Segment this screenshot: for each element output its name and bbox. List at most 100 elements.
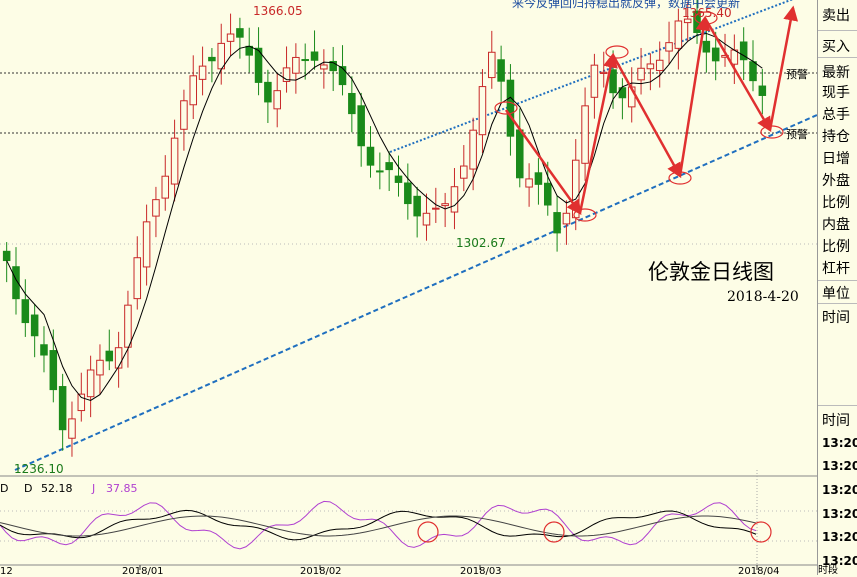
wave-arrow bbox=[768, 5, 799, 131]
kdj-k-line bbox=[0, 509, 757, 541]
time-header: 时间 bbox=[822, 413, 850, 429]
time-row-6: 13:20 bbox=[822, 554, 857, 568]
x-label-right: 时段 bbox=[818, 565, 838, 576]
candle-body bbox=[422, 212, 431, 226]
candle-body bbox=[124, 304, 132, 348]
sidebar-item-inner: 内盘 bbox=[822, 217, 850, 233]
candle-body bbox=[702, 40, 711, 53]
pivot-circle bbox=[694, 11, 718, 25]
candle-body bbox=[609, 69, 617, 94]
candle-body bbox=[180, 100, 188, 130]
candle-body bbox=[2, 250, 11, 262]
candle-body bbox=[432, 207, 440, 210]
high-label-1: 1366.05 bbox=[253, 4, 303, 18]
x-label-left: 12 bbox=[0, 566, 13, 577]
time-row-3: 13:20 bbox=[822, 483, 857, 497]
candle-body bbox=[170, 137, 179, 185]
candle-body bbox=[161, 175, 170, 199]
low-label-1: 1236.10 bbox=[14, 462, 64, 476]
candle-body bbox=[394, 175, 403, 183]
candle-body bbox=[488, 51, 496, 79]
time-row-5: 13:20 bbox=[822, 530, 857, 544]
pivot-circle bbox=[605, 45, 629, 59]
wave-arrow bbox=[504, 109, 582, 216]
sidebar-item-ratio-1: 比例 bbox=[822, 195, 850, 211]
osc-circle bbox=[417, 521, 439, 543]
kdj-d-line bbox=[0, 515, 757, 537]
time-row-1: 13:20 bbox=[822, 436, 857, 450]
wave-arrow bbox=[678, 15, 711, 177]
kdj-oscillator bbox=[0, 500, 772, 550]
candle-body bbox=[68, 418, 76, 439]
candle-body bbox=[711, 47, 720, 62]
candle-body bbox=[506, 79, 515, 137]
candle-body bbox=[40, 344, 48, 356]
osc-circle bbox=[543, 521, 565, 543]
x-label-1: 2018/01 bbox=[122, 566, 164, 577]
time-row-2: 13:20 bbox=[822, 459, 857, 473]
chart-date: 2018-4-20 bbox=[727, 289, 799, 305]
candle-body bbox=[357, 105, 365, 147]
candle-body bbox=[236, 28, 244, 38]
candle-body bbox=[226, 33, 235, 42]
candle-body bbox=[58, 386, 67, 431]
pivot-circle bbox=[760, 125, 784, 139]
candle-body bbox=[12, 266, 20, 300]
x-label-2: 2018/02 bbox=[300, 566, 342, 577]
sidebar-item-sell[interactable]: 卖出 bbox=[822, 8, 850, 24]
candle-body bbox=[21, 299, 30, 324]
sidebar-item-position: 持仓 bbox=[822, 129, 850, 145]
candle-body bbox=[152, 199, 160, 217]
candle-body bbox=[599, 71, 608, 74]
chart-area[interactable] bbox=[0, 0, 817, 575]
candle-body bbox=[497, 59, 505, 82]
low-label-2: 1302.67 bbox=[456, 236, 506, 250]
candle-body bbox=[590, 64, 599, 98]
candle-body bbox=[142, 221, 151, 268]
candle-body bbox=[730, 49, 739, 65]
time-row-4: 13:20 bbox=[822, 507, 857, 521]
candle-body bbox=[665, 42, 673, 52]
high-label-2: 1365.40 bbox=[682, 6, 732, 20]
sidebar-item-outer: 外盘 bbox=[822, 173, 850, 189]
sidebar-item-current-lot: 现手 bbox=[822, 85, 850, 101]
pivot-circle bbox=[573, 208, 597, 222]
kdj-j-value: 37.85 bbox=[106, 482, 138, 495]
candle-body bbox=[77, 393, 86, 412]
candle-body bbox=[478, 86, 487, 136]
kdj-j-label: J bbox=[92, 482, 96, 495]
candle-body bbox=[739, 41, 748, 61]
candle-body bbox=[133, 257, 142, 300]
candle-body bbox=[413, 195, 421, 217]
candle-body bbox=[329, 60, 337, 72]
x-axis bbox=[139, 565, 758, 570]
candle-body bbox=[516, 129, 524, 179]
candle-body bbox=[618, 87, 627, 99]
candle-body bbox=[208, 56, 216, 62]
candle-body bbox=[525, 178, 533, 188]
candle-body bbox=[273, 90, 281, 110]
sidebar-item-time: 时间 bbox=[822, 310, 850, 326]
candle-body bbox=[674, 20, 683, 49]
candle-body bbox=[301, 59, 309, 62]
candle-body bbox=[460, 165, 468, 179]
candle-body bbox=[217, 42, 226, 70]
candle-body bbox=[282, 67, 291, 82]
ma-line bbox=[6, 32, 763, 402]
chart-title: 伦敦金日线图 bbox=[648, 260, 774, 284]
candle-body bbox=[376, 170, 384, 173]
pivot-circle bbox=[494, 101, 518, 115]
kdj-k-prefix: D bbox=[0, 482, 9, 495]
warning-label-lower: 预警 bbox=[786, 128, 808, 141]
wave-arrow bbox=[703, 17, 772, 133]
wave-arrow bbox=[611, 54, 682, 179]
candle-body bbox=[348, 92, 356, 115]
candle-body bbox=[96, 359, 104, 376]
candle-body bbox=[646, 63, 655, 70]
osc-circle bbox=[750, 521, 772, 543]
candle-body bbox=[86, 369, 95, 398]
sidebar-item-buy[interactable]: 买入 bbox=[822, 39, 850, 55]
candle-body bbox=[749, 61, 757, 82]
candle-body bbox=[683, 18, 692, 24]
candle-body bbox=[581, 105, 589, 164]
